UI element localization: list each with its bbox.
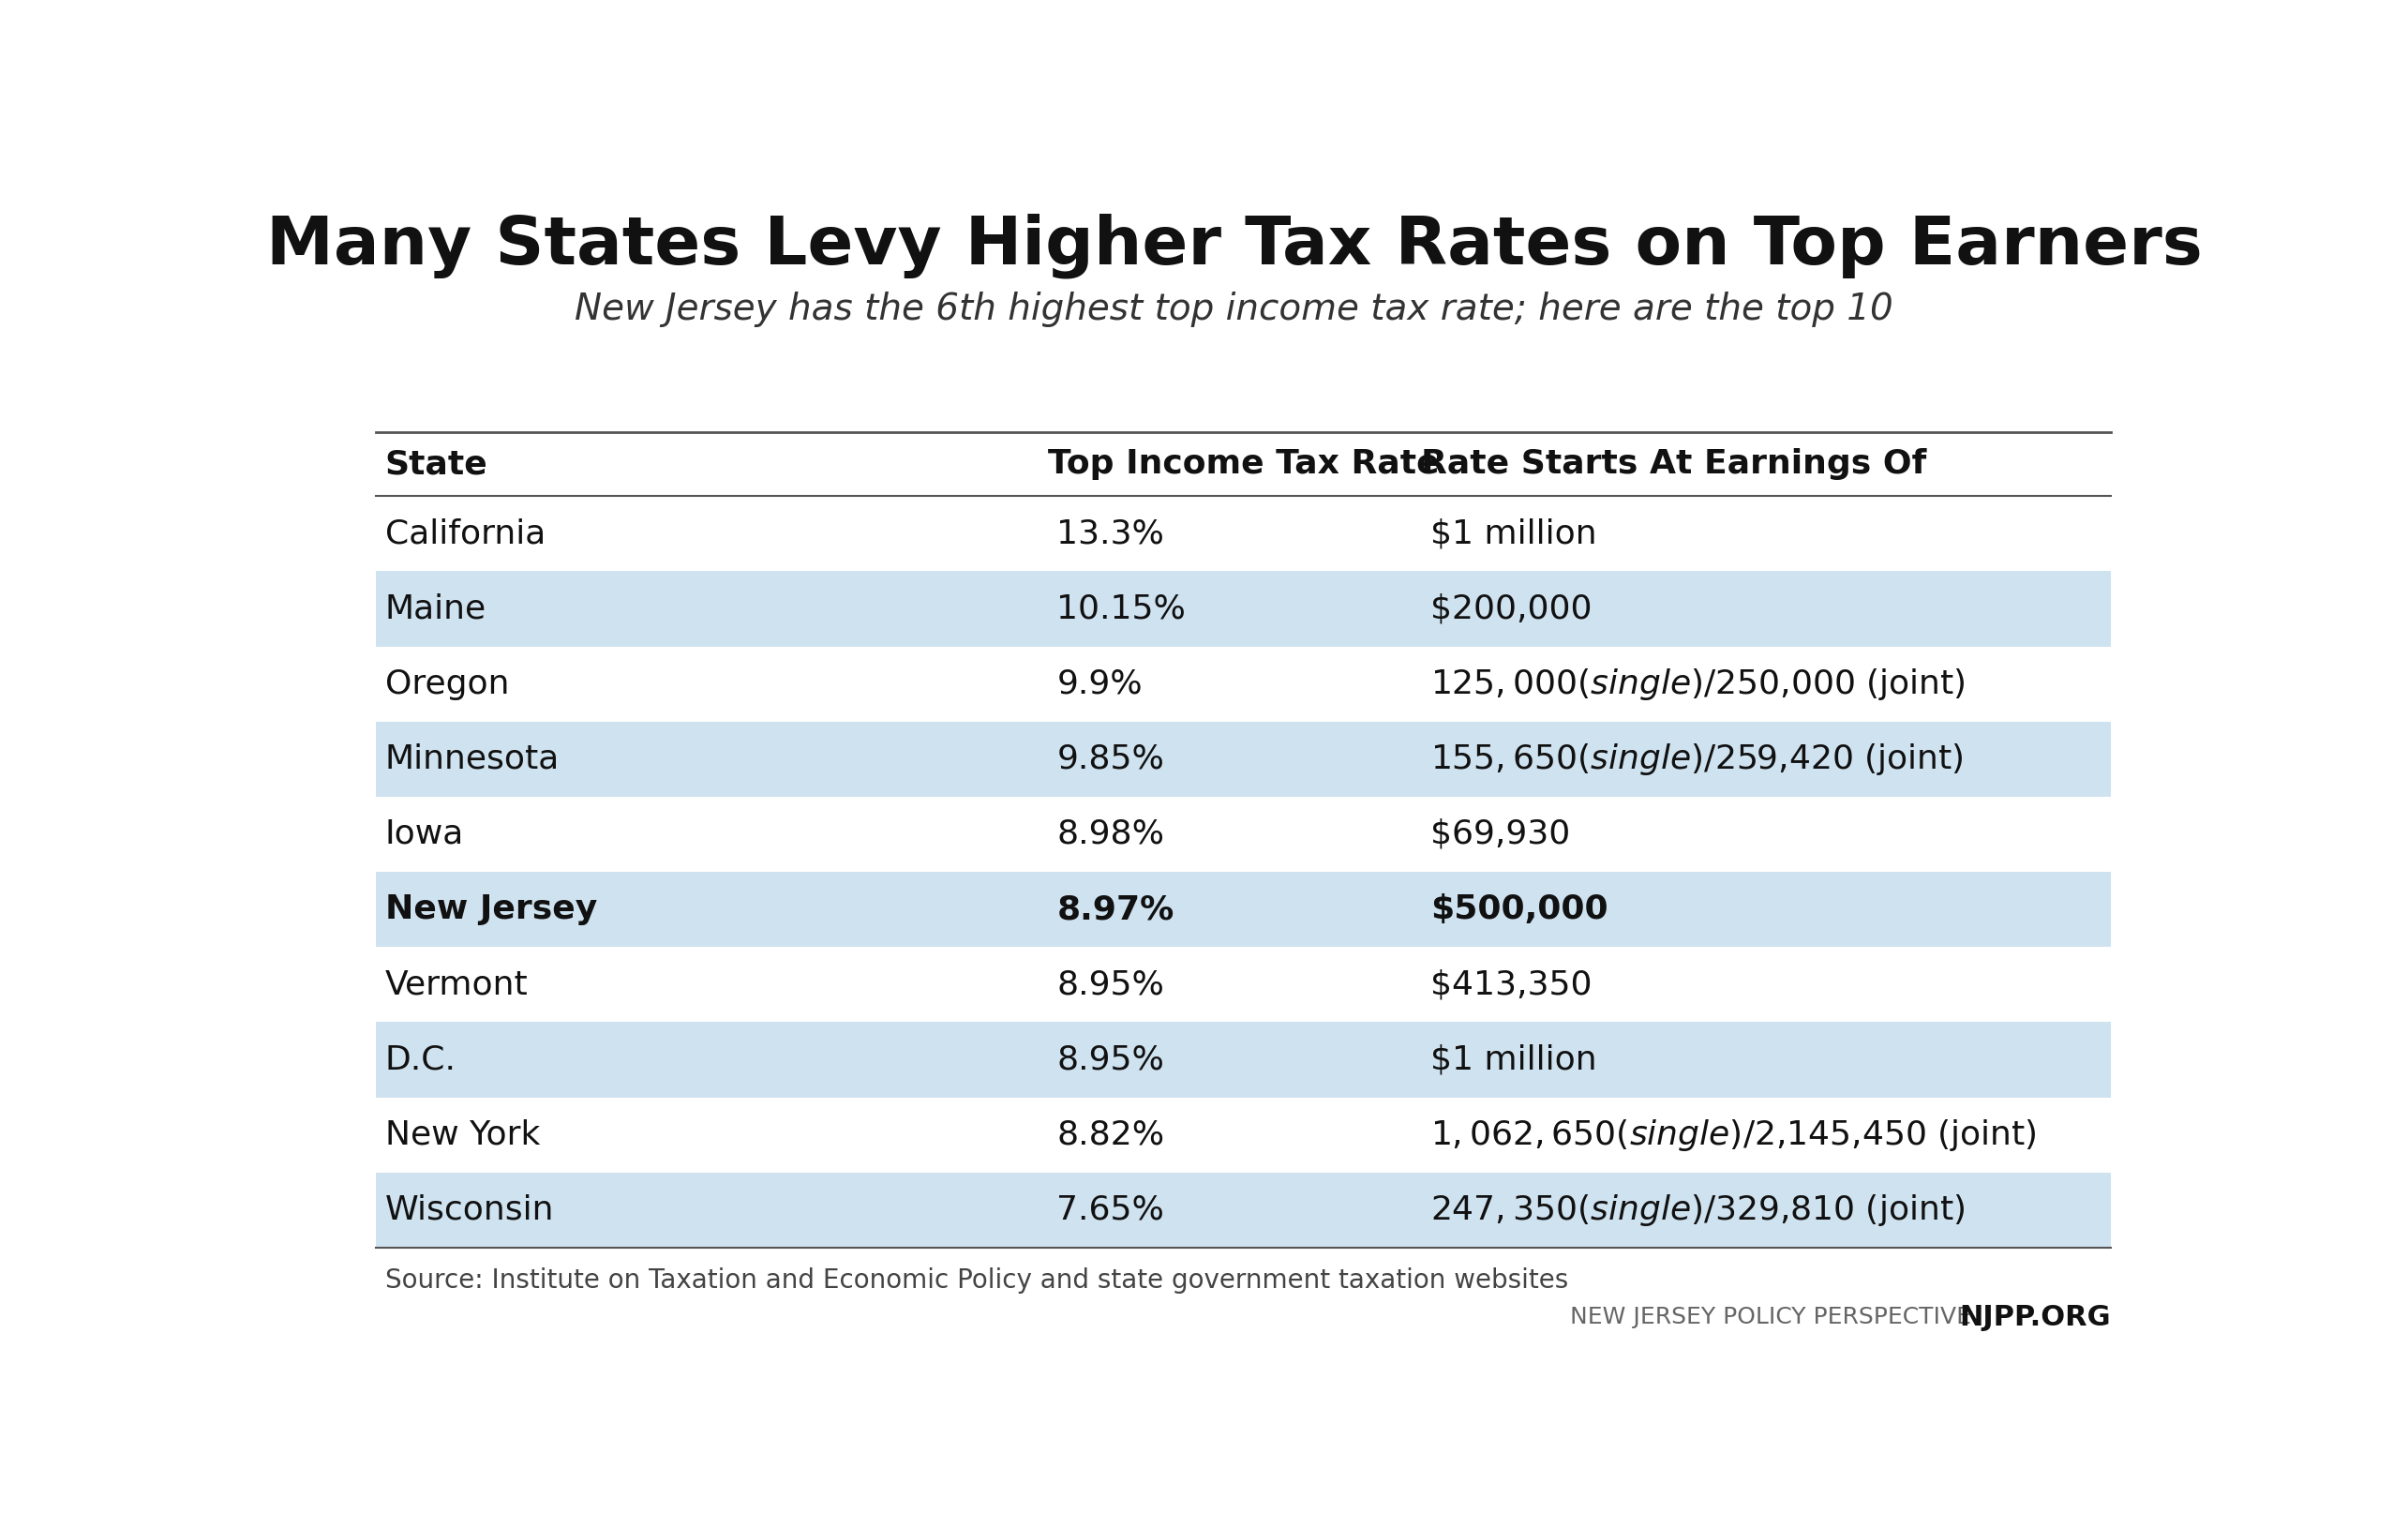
Text: 7.65%: 7.65%: [1057, 1194, 1165, 1226]
Text: New Jersey has the 6th highest top income tax rate; here are the top 10: New Jersey has the 6th highest top incom…: [576, 292, 1893, 327]
Text: 13.3%: 13.3%: [1057, 517, 1165, 549]
Bar: [376, 572, 2112, 646]
Text: NJPP.ORG: NJPP.ORG: [1960, 1304, 2112, 1331]
Text: State: State: [385, 448, 489, 480]
Text: 8.95%: 8.95%: [1057, 968, 1165, 1000]
Text: 9.85%: 9.85%: [1057, 743, 1165, 775]
Bar: [376, 1173, 2112, 1248]
Text: $200,000: $200,000: [1430, 593, 1592, 625]
Text: Vermont: Vermont: [385, 968, 527, 1000]
Text: Top Income Tax Rate: Top Income Tax Rate: [1047, 448, 1440, 480]
Text: Minnesota: Minnesota: [385, 743, 559, 775]
Text: 8.98%: 8.98%: [1057, 819, 1165, 850]
Text: $155,650 (single)/$259,420 (joint): $155,650 (single)/$259,420 (joint): [1430, 741, 1963, 776]
Bar: [376, 871, 2112, 947]
Text: Wisconsin: Wisconsin: [385, 1194, 554, 1226]
Text: 8.97%: 8.97%: [1057, 894, 1175, 926]
Text: Maine: Maine: [385, 593, 486, 625]
Text: D.C.: D.C.: [385, 1044, 455, 1076]
Text: $247,350 (single)/$329,810 (joint): $247,350 (single)/$329,810 (joint): [1430, 1192, 1965, 1227]
Bar: [376, 722, 2112, 797]
Text: 8.82%: 8.82%: [1057, 1120, 1165, 1151]
Text: Rate Starts At Earnings Of: Rate Starts At Earnings Of: [1421, 448, 1926, 480]
Text: $1 million: $1 million: [1430, 1044, 1597, 1076]
Text: $500,000: $500,000: [1430, 894, 1609, 926]
Text: California: California: [385, 517, 547, 549]
Text: $1,062,650 (single)/$2,145,450 (joint): $1,062,650 (single)/$2,145,450 (joint): [1430, 1117, 2037, 1153]
Text: $1 million: $1 million: [1430, 517, 1597, 549]
Text: Source: Institute on Taxation and Economic Policy and state government taxation : Source: Institute on Taxation and Econom…: [385, 1266, 1568, 1294]
Text: 8.95%: 8.95%: [1057, 1044, 1165, 1076]
Bar: [376, 1023, 2112, 1097]
Text: 10.15%: 10.15%: [1057, 593, 1187, 625]
Text: Many States Levy Higher Tax Rates on Top Earners: Many States Levy Higher Tax Rates on Top…: [265, 213, 2203, 278]
Text: $413,350: $413,350: [1430, 968, 1592, 1000]
Text: NEW JERSEY POLICY PERSPECTIVE: NEW JERSEY POLICY PERSPECTIVE: [1570, 1306, 1972, 1328]
Text: $125,000 (single)/$250,000 (joint): $125,000 (single)/$250,000 (joint): [1430, 666, 1965, 702]
Text: $69,930: $69,930: [1430, 819, 1570, 850]
Text: New York: New York: [385, 1120, 539, 1151]
Text: Iowa: Iowa: [385, 819, 465, 850]
Text: Oregon: Oregon: [385, 669, 508, 701]
Text: 9.9%: 9.9%: [1057, 669, 1144, 701]
Text: New Jersey: New Jersey: [385, 894, 597, 926]
